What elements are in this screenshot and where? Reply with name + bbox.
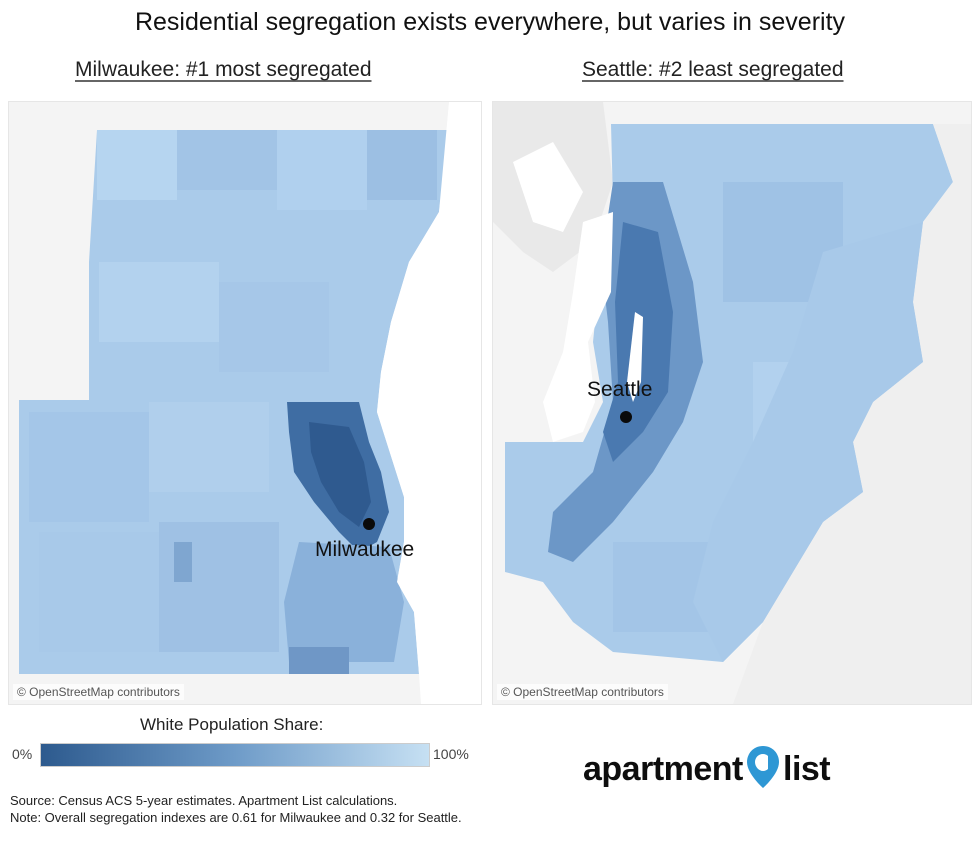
legend-gradient-bar bbox=[40, 743, 430, 767]
milwaukee-city-dot bbox=[363, 518, 375, 530]
puget-sound bbox=[543, 212, 613, 442]
tract-cell bbox=[97, 130, 177, 200]
chart-title: Residential segregation exists everywher… bbox=[134, 8, 846, 36]
milwaukee-core-inner bbox=[309, 422, 371, 527]
tract-cell bbox=[289, 647, 349, 674]
water-sound bbox=[513, 142, 583, 232]
legend-title: White Population Share: bbox=[140, 715, 324, 734]
legend-max-label: 100% bbox=[433, 746, 469, 762]
tract-cell bbox=[277, 130, 367, 210]
milwaukee-city-label: Milwaukee bbox=[315, 538, 415, 561]
tract-cell bbox=[99, 262, 219, 342]
milwaukee-subtitle: Milwaukee: #1 most segregated bbox=[75, 58, 372, 81]
source-note: Source: Census ACS 5-year estimates. Apa… bbox=[10, 793, 398, 808]
tract-cell bbox=[219, 282, 329, 372]
seattle-city-label: Seattle bbox=[587, 378, 653, 401]
location-pin-icon bbox=[747, 746, 779, 788]
milwaukee-attribution[interactable]: © OpenStreetMap contributors bbox=[13, 684, 184, 700]
legend-min-label: 0% bbox=[12, 746, 33, 762]
lake-washington bbox=[627, 312, 643, 402]
seattle-subtitle: Seattle: #2 least segregated bbox=[582, 58, 844, 81]
tract-cell bbox=[39, 532, 159, 652]
seattle-attribution[interactable]: © OpenStreetMap contributors bbox=[497, 684, 668, 700]
east-land bbox=[733, 124, 971, 704]
lake-michigan bbox=[377, 102, 481, 704]
tract-cell bbox=[174, 542, 192, 582]
milwaukee-south bbox=[284, 542, 404, 662]
tract-cell bbox=[159, 522, 279, 652]
tract-cell bbox=[177, 130, 277, 190]
tract-cell bbox=[367, 130, 437, 200]
seattle-map[interactable]: Seattle © OpenStreetMap contributors bbox=[492, 101, 972, 705]
milwaukee-map[interactable]: Milwaukee © OpenStreetMap contributors bbox=[8, 101, 482, 705]
segregation-note: Note: Overall segregation indexes are 0.… bbox=[10, 810, 462, 825]
logo-text-list: list bbox=[783, 750, 831, 788]
tract-cell bbox=[29, 412, 149, 522]
seattle-map-graphic bbox=[493, 102, 971, 704]
tract-cell bbox=[149, 402, 269, 492]
seattle-city-dot bbox=[620, 411, 632, 423]
seattle-region-east bbox=[693, 222, 923, 662]
logo-text-apartment: apartment bbox=[583, 750, 743, 788]
milwaukee-map-graphic bbox=[19, 102, 481, 704]
